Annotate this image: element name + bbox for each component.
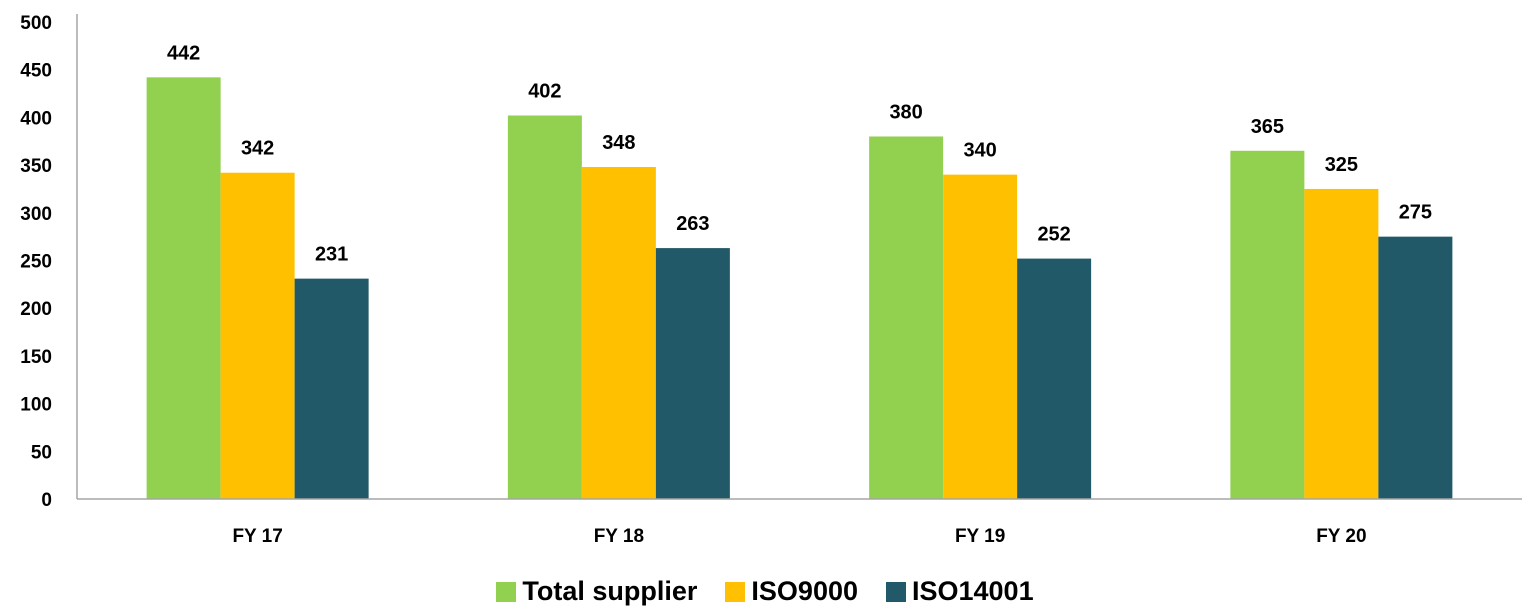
y-tick-label: 250 [20,252,52,273]
bar-value-label: 348 [602,132,635,154]
bar-total-supplier-fy-18 [507,115,582,499]
bar-iso14001-fy-17 [294,278,369,499]
bar-total-supplier-fy-20 [1230,150,1305,500]
y-tick-label: 300 [20,204,52,225]
bar-value-label: 325 [1325,154,1358,176]
bar-value-label: 340 [963,140,996,162]
chart-legend: Total supplier ISO9000 ISO14001 [0,576,1530,607]
y-tick-label: 50 [31,442,52,463]
bar-iso9000-fy-20 [1304,188,1379,499]
y-tick-label: 100 [20,395,52,416]
legend-label-iso9000: ISO9000 [751,576,858,606]
legend-label-total-supplier: Total supplier [522,576,698,606]
bar-value-label: 275 [1399,202,1432,224]
y-tick-label: 0 [41,490,52,511]
bar-iso9000-fy-19 [943,174,1018,499]
bar-total-supplier-fy-19 [869,136,944,500]
y-tick-label: 150 [20,347,52,368]
bar-total-supplier-fy-17 [146,77,221,499]
bar-value-label: 263 [676,213,709,235]
legend-label-iso14001: ISO14001 [912,576,1034,606]
bar-iso9000-fy-17 [220,172,295,499]
bar-value-label: 442 [167,42,200,64]
bar-chart: 0 50 100 150 200 250 300 350 400 450 500 442 342 231… [20,13,1522,547]
bar-value-labels: 442 342 231 402 348 263 380 340 252 365 325 275 [167,42,1432,265]
y-tick-label: 400 [20,108,52,129]
y-axis-ticks: 0 50 100 150 200 250 300 350 400 450 500 [20,13,52,511]
bar-iso14001-fy-18 [655,248,730,499]
y-tick-label: 200 [20,299,52,320]
legend-swatch-iso9000 [725,581,746,602]
bar-value-label: 380 [889,101,922,123]
legend-swatch-total-supplier [496,581,517,602]
bar-iso14001-fy-20 [1378,236,1453,499]
bar-iso14001-fy-19 [1017,258,1092,499]
bar-value-label: 402 [528,80,561,102]
y-tick-label: 450 [20,61,52,82]
legend-item-total-supplier: Total supplier [496,576,697,607]
bar-value-label: 342 [241,138,274,160]
x-tick-label: FY 20 [1316,526,1366,547]
bars [146,77,1453,500]
bar-value-label: 252 [1037,224,1070,246]
x-tick-label: FY 18 [594,526,644,547]
x-axis-ticks: FY 17 FY 18 FY 19 FY 20 [232,526,1366,547]
y-tick-label: 350 [20,156,52,177]
bar-iso9000-fy-18 [581,167,656,499]
bar-value-label: 365 [1251,116,1284,138]
x-tick-label: FY 17 [232,526,282,547]
legend-swatch-iso14001 [886,581,906,602]
bar-value-label: 231 [315,244,348,266]
x-tick-label: FY 19 [955,526,1005,547]
y-tick-label: 500 [20,13,52,34]
legend-item-iso14001: ISO14001 [886,576,1034,607]
legend-item-iso9000: ISO9000 [725,576,858,607]
